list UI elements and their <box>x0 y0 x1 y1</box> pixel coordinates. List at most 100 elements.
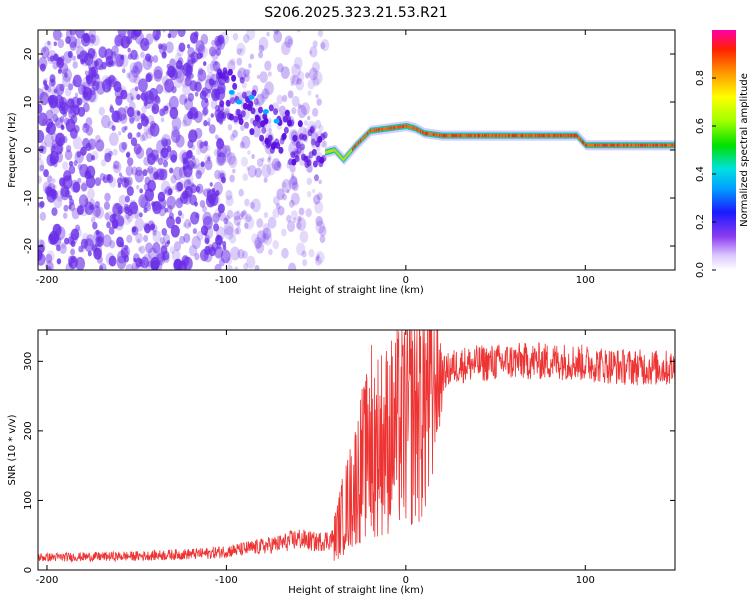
spectrogram-blob <box>306 190 312 198</box>
spectrogram-blob <box>225 256 232 266</box>
spectrogram-blob <box>212 212 220 224</box>
spectrogram-blob <box>92 48 96 54</box>
spectrogram-blob <box>163 254 170 264</box>
spectrogram-blob <box>138 78 148 93</box>
spectrogram-blob <box>40 141 47 150</box>
spectrogram-blob <box>256 218 264 228</box>
spectrogram-blob <box>256 230 267 244</box>
spectrogram-y-ticks: -20 -10 0 10 20 <box>23 48 675 254</box>
spectrogram-ridge-blob <box>306 159 312 167</box>
colorbar-label: Normalized spectral amplitude <box>739 73 750 227</box>
spectrogram-blob <box>135 132 140 139</box>
spectrogram-y-tick-label: 20 <box>23 48 34 61</box>
spectrogram-blob <box>76 97 83 106</box>
spectrogram-scatter <box>38 30 330 270</box>
spectrogram-blob <box>95 206 104 219</box>
spectrogram-ridge-blob <box>268 104 274 112</box>
spectrogram-ridge-blob <box>238 118 244 126</box>
spectrogram-blob <box>177 30 186 38</box>
spectrogram-blob <box>74 224 81 232</box>
spectrogram-blob <box>174 181 183 193</box>
spectrogram-blob <box>178 42 186 52</box>
spectrogram-blob <box>65 36 71 44</box>
spectrogram-blob <box>38 151 42 161</box>
spectrogram-blob <box>175 60 183 70</box>
spectrogram-blob <box>187 92 195 102</box>
spectrogram-blob <box>171 249 181 262</box>
spectrogram-blob <box>137 238 141 244</box>
spectrogram-blob <box>235 226 242 235</box>
spectrogram-blob <box>308 67 318 81</box>
spectrogram-blob <box>70 240 76 248</box>
spectrogram-ridge-blob <box>228 113 234 121</box>
spectrogram-blob <box>276 63 284 73</box>
spectrogram-blob <box>286 189 290 194</box>
spectrogram-blob <box>147 179 157 192</box>
spectrogram-blob <box>214 35 223 47</box>
spectrogram-blob <box>140 113 146 120</box>
spectrogram-blob <box>171 125 180 138</box>
spectrogram-blob <box>262 232 273 246</box>
spectrogram-ridge-blob <box>261 126 267 134</box>
spectrogram-blob <box>260 91 268 103</box>
spectrogram-blob <box>189 32 199 44</box>
spectrogram-x-tick-label: -100 <box>215 275 238 286</box>
spectrogram-blob <box>291 63 301 78</box>
spectrogram-blob <box>182 256 193 270</box>
spectrogram-blob <box>203 140 209 147</box>
spectrogram-blob <box>226 152 236 165</box>
spectrogram-blob <box>109 240 116 249</box>
spectrogram-blob <box>45 109 54 121</box>
spectrogram-blob <box>225 145 231 152</box>
spectrogram-blob <box>88 30 96 38</box>
spectrogram-blob <box>192 228 198 235</box>
spectrogram-blob <box>289 75 296 84</box>
spectrogram-blob <box>39 164 45 172</box>
spectrogram-blob <box>47 98 52 104</box>
spectrogram-blob <box>68 204 72 210</box>
spectrogram-blob <box>307 79 315 90</box>
spectrogram-blob <box>44 133 54 148</box>
spectrogram-blob <box>71 79 77 87</box>
spectrogram-blob <box>236 57 243 66</box>
spectrogram-blob <box>118 172 122 177</box>
spectrogram-blob <box>39 63 46 72</box>
spectrogram-blob <box>137 122 143 130</box>
spectrogram-blob <box>191 162 196 169</box>
spectrogram-blob <box>110 51 117 59</box>
spectrogram-blob <box>104 148 113 160</box>
colorbar-tick-label: 0.8 <box>695 70 706 86</box>
spectrogram-blob <box>79 50 89 63</box>
spectrogram-blob <box>237 70 243 79</box>
spectrogram-blob <box>202 205 207 213</box>
spectrogram-blob <box>224 226 235 240</box>
spectrogram-blob <box>275 203 281 210</box>
spectrogram-blob <box>287 90 294 99</box>
spectrogram-blob <box>259 71 268 84</box>
spectrogram-blob <box>74 92 79 98</box>
spectrogram-blob <box>217 169 227 183</box>
spectrogram-blob <box>267 117 272 124</box>
spectrogram-blob <box>196 52 202 60</box>
spectrogram-blob <box>75 30 85 39</box>
spectrogram-ridge-blob <box>255 115 261 123</box>
spectrogram-blob <box>204 225 214 240</box>
spectrogram-blob <box>282 193 287 201</box>
spectrogram-blob <box>289 199 295 208</box>
spectrogram-blob <box>91 206 101 219</box>
spectrogram-blob <box>53 233 60 242</box>
spectrogram-blob <box>53 88 58 94</box>
spectrogram-blob <box>61 74 71 88</box>
spectrogram-blob <box>55 132 65 146</box>
spectrogram-blob <box>77 177 82 184</box>
spectrogram-blob <box>105 55 114 68</box>
spectrogram-blob <box>95 139 105 152</box>
spectrogram-blob <box>130 137 138 147</box>
spectrogram-ridge-blob <box>233 115 239 123</box>
spectrogram-blob <box>194 81 202 92</box>
spectrogram-blob <box>311 107 319 117</box>
spectrogram-blob <box>87 188 95 200</box>
spectrogram-blob <box>89 34 96 44</box>
spectrogram-blob <box>149 123 160 137</box>
spectrogram-blob <box>150 256 160 270</box>
